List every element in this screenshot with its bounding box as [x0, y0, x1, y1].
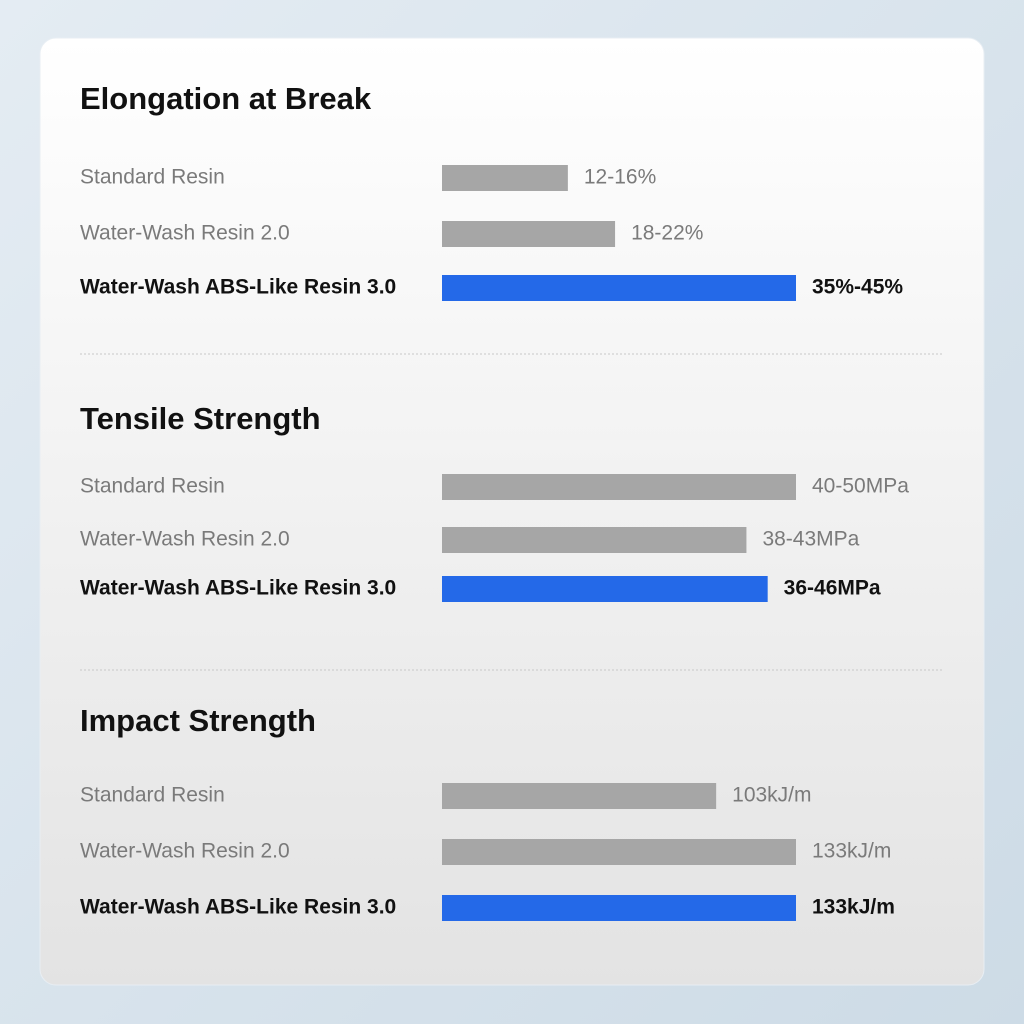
- value-label: 18-22%: [631, 222, 703, 245]
- bar: [442, 221, 616, 247]
- value-label: 12-16%: [584, 166, 656, 189]
- bar: [442, 474, 796, 500]
- category-label: Water-Wash Resin 2.0: [80, 528, 290, 551]
- bar: [442, 275, 796, 301]
- card: [39, 37, 985, 986]
- category-label: Standard Resin: [80, 166, 225, 189]
- chart-title: Tensile Strength: [80, 401, 321, 436]
- bar: [442, 527, 747, 553]
- chart-title: Impact Strength: [80, 703, 316, 738]
- value-label: 133kJ/m: [812, 840, 891, 863]
- chart-title: Elongation at Break: [80, 81, 372, 116]
- bar: [442, 165, 568, 191]
- category-label: Water-Wash ABS-Like Resin 3.0: [80, 896, 396, 919]
- value-label: 36-46MPa: [784, 577, 881, 600]
- bar: [442, 576, 768, 602]
- category-label: Standard Resin: [80, 475, 225, 498]
- value-label: 103kJ/m: [732, 784, 811, 807]
- category-label: Water-Wash Resin 2.0: [80, 840, 290, 863]
- value-label: 35%-45%: [812, 276, 903, 299]
- bar: [442, 895, 796, 921]
- bar: [442, 783, 717, 809]
- category-label: Standard Resin: [80, 784, 225, 807]
- value-label: 40-50MPa: [812, 475, 909, 498]
- bar: [442, 839, 796, 865]
- value-label: 38-43MPa: [762, 528, 859, 551]
- category-label: Water-Wash ABS-Like Resin 3.0: [80, 276, 396, 299]
- value-label: 133kJ/m: [812, 896, 895, 919]
- category-label: Water-Wash Resin 2.0: [80, 222, 290, 245]
- category-label: Water-Wash ABS-Like Resin 3.0: [80, 577, 396, 600]
